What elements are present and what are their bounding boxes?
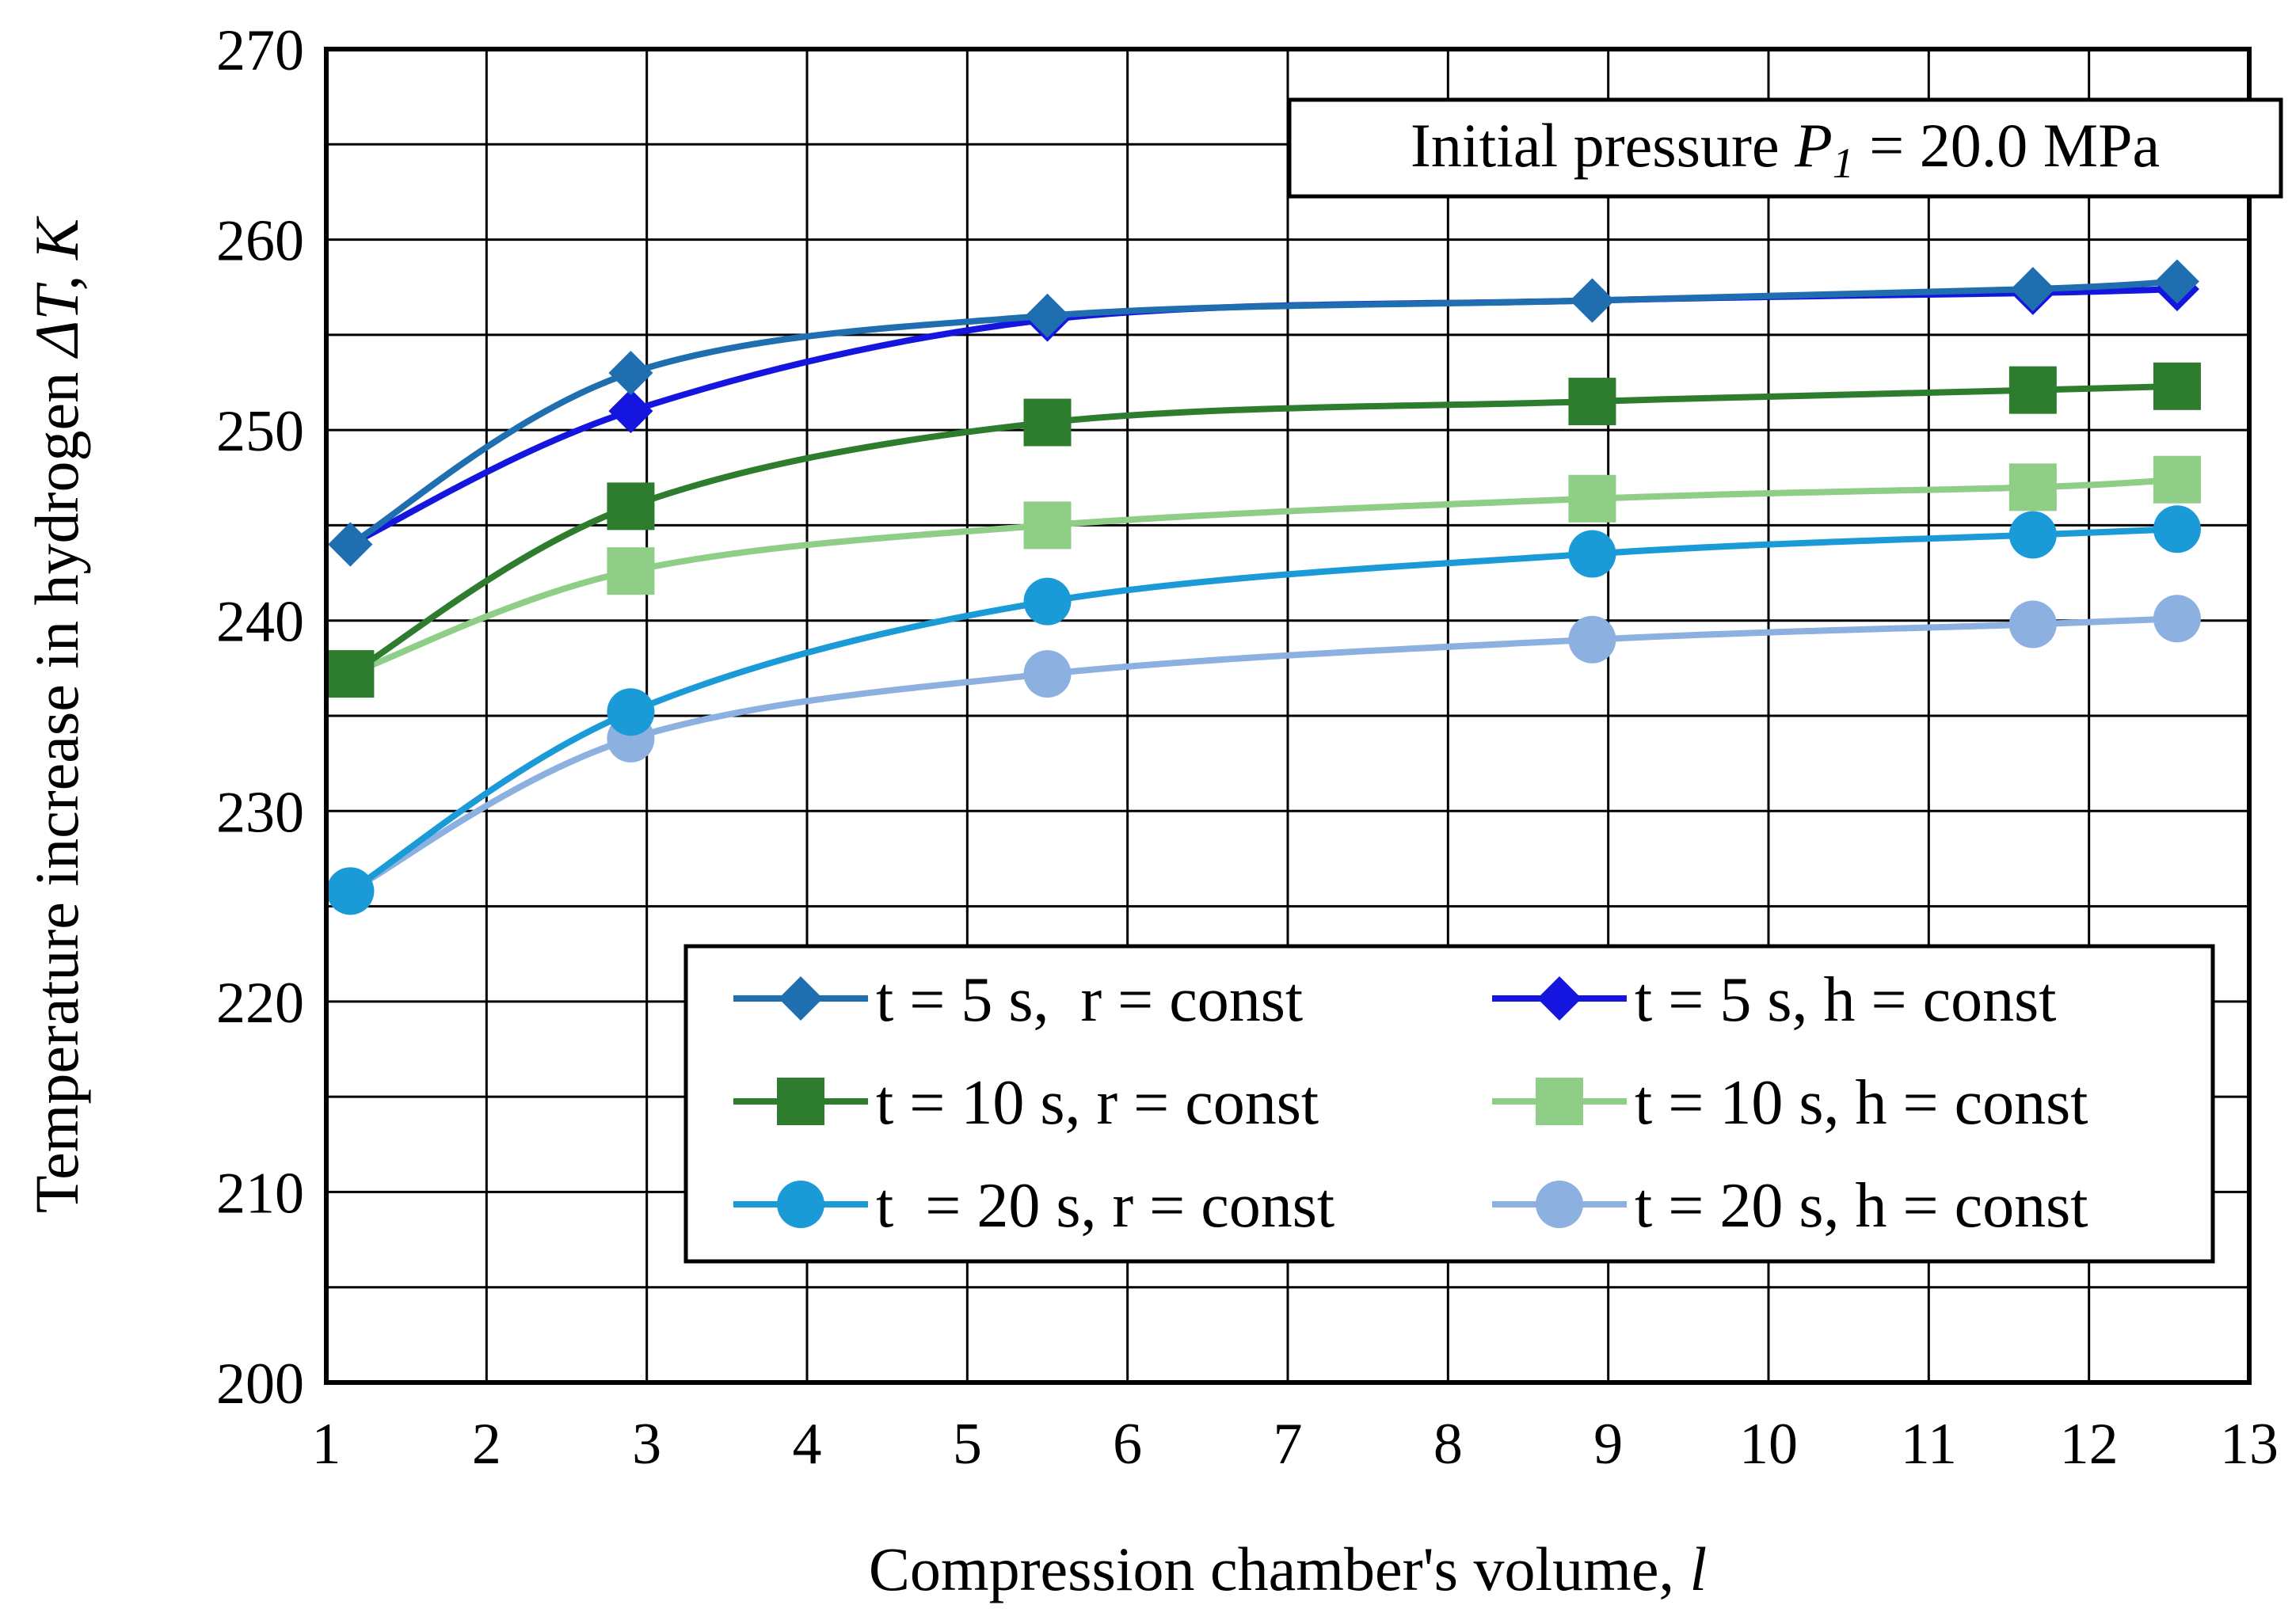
data-point (2154, 259, 2199, 304)
x-tick-label: 9 (1593, 1412, 1623, 1477)
legend-label: t = 10 s, r = const (876, 1068, 1319, 1138)
series-line (348, 615, 2178, 894)
legend-items: t = 5 s, r = const t = 5 s, h = const t = … (733, 965, 2088, 1241)
y-tick-label: 230 (216, 780, 304, 845)
legend-item: t = 20 s, r = const (733, 1171, 1334, 1241)
series-line (348, 278, 2178, 547)
x-tick-label: 3 (632, 1412, 661, 1477)
legend-swatch-marker (1537, 976, 1582, 1021)
annotation-text: Initial pressure P1 = 20.0 MPa (1411, 111, 2160, 187)
data-point (607, 482, 655, 531)
data-point (1023, 577, 1072, 626)
data-point (1568, 474, 1616, 523)
data-point (607, 688, 655, 736)
legend-swatch-marker (777, 1181, 824, 1228)
data-point (1568, 615, 1616, 664)
data-point (326, 650, 375, 698)
x-tick-label: 6 (1113, 1412, 1142, 1477)
x-tick-label: 8 (1433, 1412, 1463, 1477)
legend-label: t = 5 s, h = const (1635, 965, 2056, 1035)
y-tick-label: 250 (216, 399, 304, 464)
legend: t = 5 s, r = const t = 5 s, h = const t = … (683, 944, 2215, 1264)
x-tick-label: 4 (793, 1412, 822, 1477)
y-tick-label: 210 (216, 1161, 304, 1226)
legend-swatch-marker (1536, 1181, 1583, 1228)
data-point (1568, 530, 1616, 578)
legend-label: t = 5 s, r = const (876, 965, 1303, 1035)
data-point (2153, 362, 2201, 410)
legend-item: t = 5 s, h = const (1492, 965, 2056, 1035)
x-tick-label: 5 (953, 1412, 982, 1477)
x-tick-label: 13 (2220, 1412, 2279, 1477)
x-axis-label: Compression chamber's volume, l (869, 1535, 1707, 1603)
y-tick-label: 240 (216, 590, 304, 655)
y-tick-label: 220 (216, 971, 304, 1036)
plot-frame (324, 47, 2252, 1385)
data-point (2008, 600, 2057, 648)
data-point (2153, 455, 2201, 504)
x-tick-label: 1 (312, 1412, 341, 1477)
series-layer (326, 259, 2201, 915)
series-1 (328, 259, 2199, 567)
y-tick-label: 270 (216, 18, 304, 83)
annotation-box (1287, 97, 2283, 199)
data-point (1023, 501, 1072, 550)
series-5 (326, 505, 2201, 915)
legend-swatch-marker (779, 976, 823, 1021)
tick-labels: 1 2 3 4 5 6 7 8 9 10 11 12 1320021022023024025026027… (216, 18, 2279, 1477)
data-point (326, 867, 375, 915)
x-tick-label: 11 (1901, 1412, 1957, 1477)
legend-label: t = 20 s, h = const (1635, 1171, 2088, 1241)
series-3 (326, 362, 2201, 698)
legend-swatch-marker (1536, 1078, 1583, 1125)
x-tick-label: 7 (1274, 1412, 1303, 1477)
x-tick-label: 10 (1739, 1412, 1798, 1477)
series-line (348, 526, 2178, 894)
series-line (348, 382, 2178, 677)
data-point (1023, 398, 1072, 447)
x-tick-label: 2 (472, 1412, 501, 1477)
data-point (2153, 595, 2201, 643)
legend-label: t = 10 s, h = const (1635, 1068, 2088, 1138)
y-axis-label: Temperature increase in hydrogen ΔT, K (22, 215, 91, 1213)
pressure-annotation: Initial pressure P1 = 20.0 MPa (1287, 97, 2283, 199)
data-point (1023, 650, 1072, 698)
data-point (607, 547, 655, 595)
legend-item: t = 10 s, r = const (733, 1068, 1319, 1138)
data-point (328, 522, 373, 567)
legend-box (683, 944, 2215, 1264)
data-point (2008, 511, 2057, 559)
x-tick-label: 12 (2060, 1412, 2119, 1477)
data-point (2008, 463, 2057, 512)
data-point (1568, 378, 1616, 426)
data-point (608, 350, 653, 395)
y-tick-label: 260 (216, 209, 304, 274)
data-point (2008, 366, 2057, 414)
legend-item: t = 10 s, h = const (1492, 1068, 2088, 1138)
data-point (1570, 278, 1615, 323)
data-point (2153, 505, 2201, 553)
data-point (2010, 267, 2055, 312)
legend-label: t = 20 s, r = const (876, 1171, 1334, 1241)
legend-item: t = 20 s, h = const (1492, 1171, 2088, 1241)
legend-swatch-marker (777, 1078, 824, 1125)
y-tick-label: 200 (216, 1352, 304, 1417)
data-point (1025, 293, 1070, 338)
legend-item: t = 5 s, r = const (733, 965, 1303, 1035)
data-point (608, 389, 653, 434)
